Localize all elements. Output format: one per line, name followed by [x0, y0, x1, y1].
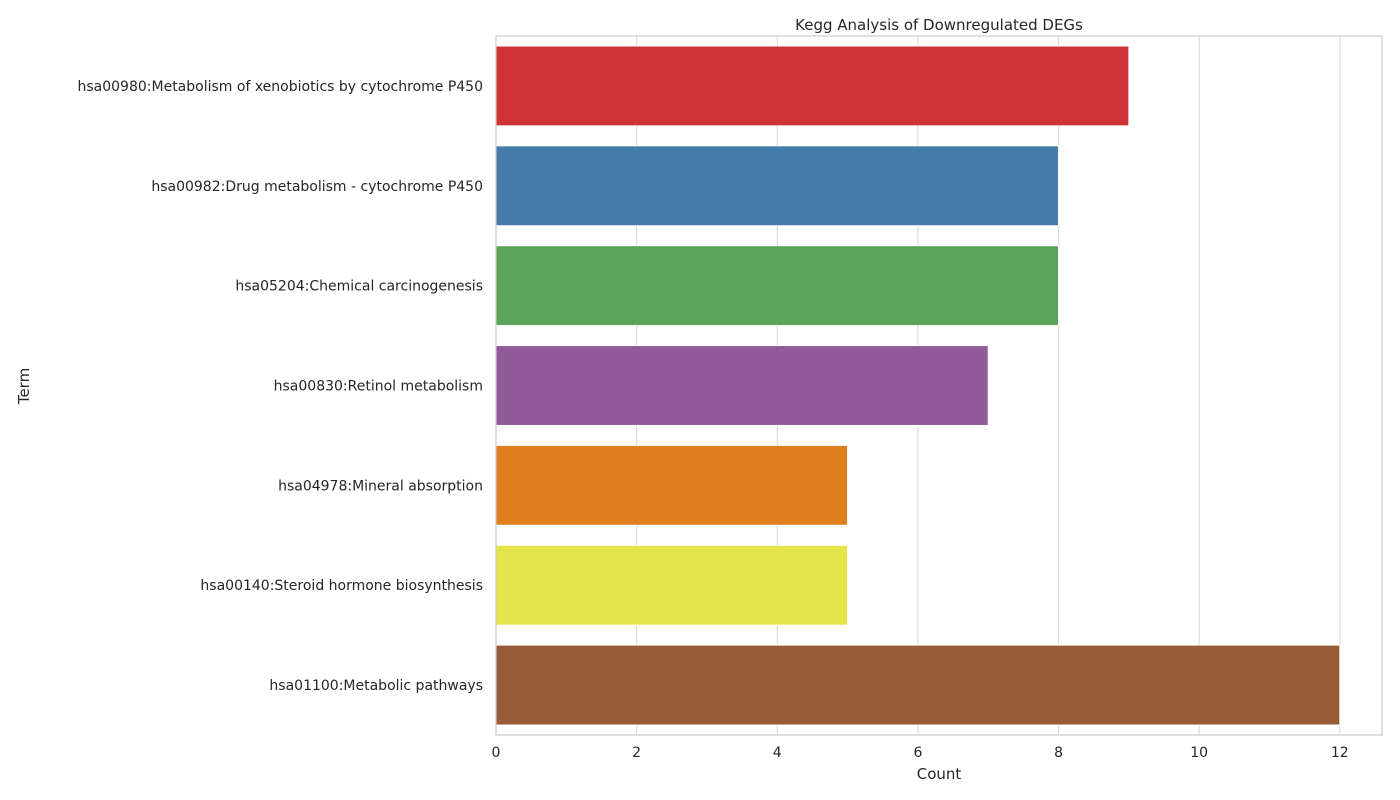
x-tick-label: 6: [913, 745, 922, 761]
y-tick-label: hsa01100:Metabolic pathways: [269, 678, 483, 694]
plot-frame: [495, 35, 1383, 736]
bar: [495, 145, 1060, 227]
x-tick-label: 0: [492, 745, 501, 761]
y-tick-label: hsa00982:Drug metabolism - cytochrome P4…: [151, 179, 483, 195]
y-tick-label: hsa00980:Metabolism of xenobiotics by cy…: [78, 79, 484, 95]
chart-title: Kegg Analysis of Downregulated DEGs: [795, 16, 1083, 34]
x-tick-label: 8: [1054, 745, 1063, 761]
x-tick-labels: 0 2 4 6 8 10 12: [492, 745, 1349, 761]
x-tick-label: 2: [632, 745, 641, 761]
bar: [495, 245, 1060, 327]
bar: [495, 45, 1130, 127]
y-tick-label: hsa04978:Mineral absorption: [278, 478, 483, 494]
y-tick-label: hsa00140:Steroid hormone biosynthesis: [200, 578, 483, 594]
bar: [495, 444, 849, 526]
y-tick-label: hsa00830:Retinol metabolism: [274, 379, 483, 395]
y-tick-labels: hsa00980:Metabolism of xenobiotics by cy…: [78, 79, 484, 694]
bars-layer: [495, 45, 1341, 726]
y-tick-label: hsa05204:Chemical carcinogenesis: [235, 279, 483, 295]
x-axis-title: Count: [917, 765, 962, 783]
y-axis-title: Term: [15, 368, 33, 405]
x-tick-label: 10: [1190, 745, 1208, 761]
bar: [495, 544, 849, 626]
x-tick-label: 4: [773, 745, 782, 761]
x-tick-label: 12: [1331, 745, 1349, 761]
bar: [495, 345, 989, 426]
bar: [495, 644, 1341, 726]
